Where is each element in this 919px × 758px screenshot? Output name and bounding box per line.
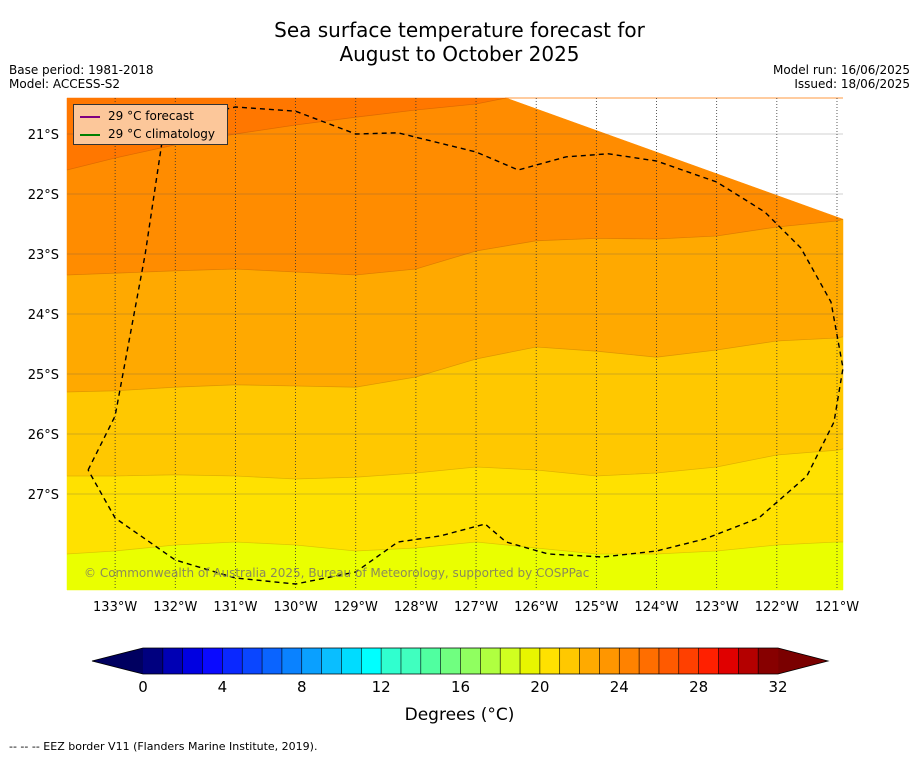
colorbar-segment <box>758 648 779 674</box>
legend-forecast: 29 °C forecast <box>80 108 194 124</box>
colorbar-segment <box>480 648 501 674</box>
colorbar-tick-label: 20 <box>530 678 549 696</box>
colorbar-segment <box>698 648 719 674</box>
colorbar-extend-low <box>92 648 143 674</box>
colorbar-segment <box>619 648 640 674</box>
legend-climatology: 29 °C climatology <box>80 126 215 142</box>
x-tick-label: 132°W <box>153 600 197 615</box>
eez-border-layer <box>87 106 844 585</box>
colorbar-segment <box>539 648 561 674</box>
colorbar-tick-label: 16 <box>451 678 470 696</box>
meta-right: Model run: 16/06/2025 Issued: 18/06/2025 <box>773 63 910 91</box>
legend-forecast-swatch <box>80 115 100 118</box>
legend-climatology-label: 29 °C climatology <box>108 127 216 141</box>
colorbar-segment <box>599 648 620 674</box>
x-tick-label: 128°W <box>394 600 438 615</box>
y-tick-label: 23°S <box>28 248 59 263</box>
y-tick-label: 25°S <box>28 368 59 383</box>
colorbar-segment <box>500 648 521 674</box>
y-tick-label: 21°S <box>28 128 59 143</box>
colorbar-tick-label: 4 <box>218 678 228 696</box>
colorbar-segment <box>262 648 283 674</box>
colorbar-outline <box>91 647 830 675</box>
colorbar-segment <box>520 648 541 674</box>
colorbar-tick-label: 12 <box>372 678 391 696</box>
colorbar-segment <box>579 648 600 674</box>
colorbar-segment <box>678 648 699 674</box>
gridlines <box>67 98 843 590</box>
x-tick-label: 127°W <box>454 600 498 615</box>
y-tick-label: 26°S <box>28 428 59 443</box>
x-tick-label: 122°W <box>755 600 799 615</box>
colorbar-segment <box>639 648 660 674</box>
legend: 29 °C forecast 29 °C climatology <box>73 104 228 145</box>
colorbar-segment <box>182 648 203 674</box>
x-tick-label: 123°W <box>695 600 739 615</box>
issued-date: Issued: 18/06/2025 <box>794 77 910 91</box>
x-tick-label: 125°W <box>574 600 618 615</box>
colorbar-tick-label: 28 <box>689 678 708 696</box>
base-period: Base period: 1981-2018 <box>9 63 154 77</box>
colorbar-label: Degrees (°C) <box>404 705 515 725</box>
temperature-fill-layer <box>66 97 844 591</box>
colorbar-segment <box>222 648 243 674</box>
colorbar-segment <box>301 648 322 674</box>
colorbar-segment <box>400 648 422 674</box>
y-tick-label: 24°S <box>28 308 59 323</box>
colorbar-tick-label: 0 <box>138 678 148 696</box>
legend-forecast-label: 29 °C forecast <box>108 109 194 123</box>
colorbar-segment <box>381 648 402 674</box>
chart-title: Sea surface temperature forecast for Aug… <box>0 18 919 66</box>
y-axis-labels: 21°S 22°S 23°S 24°S 25°S 26°S 27°S <box>28 128 59 503</box>
model-name: Model: ACCESS-S2 <box>9 77 121 91</box>
colorbar-segment <box>202 648 223 674</box>
colorbar-segment <box>143 648 164 674</box>
colorbar-segment <box>321 648 342 674</box>
colorbar-segment <box>460 648 481 674</box>
temperature-band-30 <box>66 97 843 171</box>
x-tick-label: 129°W <box>334 600 378 615</box>
colorbar-segment <box>420 648 441 674</box>
colorbar-segment <box>718 648 739 674</box>
colorbar-tick-label: 24 <box>610 678 629 696</box>
x-tick-label: 126°W <box>514 600 558 615</box>
colorbar-segment <box>658 648 680 674</box>
x-tick-label: 124°W <box>634 600 678 615</box>
colorbar-segment <box>162 648 183 674</box>
colorbar-extend-high <box>778 648 828 674</box>
x-tick-label: 133°W <box>93 600 137 615</box>
eez-border-line <box>87 106 844 585</box>
meta-left: Base period: 1981-2018 Model: ACCESS-S2 <box>9 63 154 91</box>
title-line-1: Sea surface temperature forecast for <box>274 18 645 42</box>
colorbar-segment <box>361 648 382 674</box>
colorbar-tick-label: 32 <box>768 678 787 696</box>
y-tick-label: 22°S <box>28 188 59 203</box>
title-line-2: August to October 2025 <box>339 42 580 66</box>
footer-note: -- -- -- EEZ border V11 (Flanders Marine… <box>9 740 318 753</box>
x-tick-label: 121°W <box>815 600 859 615</box>
colorbar-segment <box>559 648 580 674</box>
x-axis-labels: 133°W 132°W 131°W 130°W 129°W 128°W 127°W 126°W… <box>93 600 859 615</box>
colorbar-segment <box>341 648 362 674</box>
x-tick-label: 131°W <box>213 600 257 615</box>
watermark-text: © Commonwealth of Australia 2025, Bureau… <box>84 566 589 580</box>
model-run: Model run: 16/06/2025 <box>772 63 910 77</box>
colorbar: 0 4 8 12 16 20 24 28 32 <box>91 647 830 696</box>
colorbar-segment <box>242 648 263 674</box>
x-tick-label: 130°W <box>274 600 318 615</box>
colorbar-segment <box>281 648 303 674</box>
legend-climatology-swatch <box>80 133 100 136</box>
colorbar-segment <box>440 648 461 674</box>
colorbar-tick-label: 8 <box>297 678 307 696</box>
y-tick-label: 27°S <box>28 488 59 503</box>
colorbar-segment <box>738 648 759 674</box>
